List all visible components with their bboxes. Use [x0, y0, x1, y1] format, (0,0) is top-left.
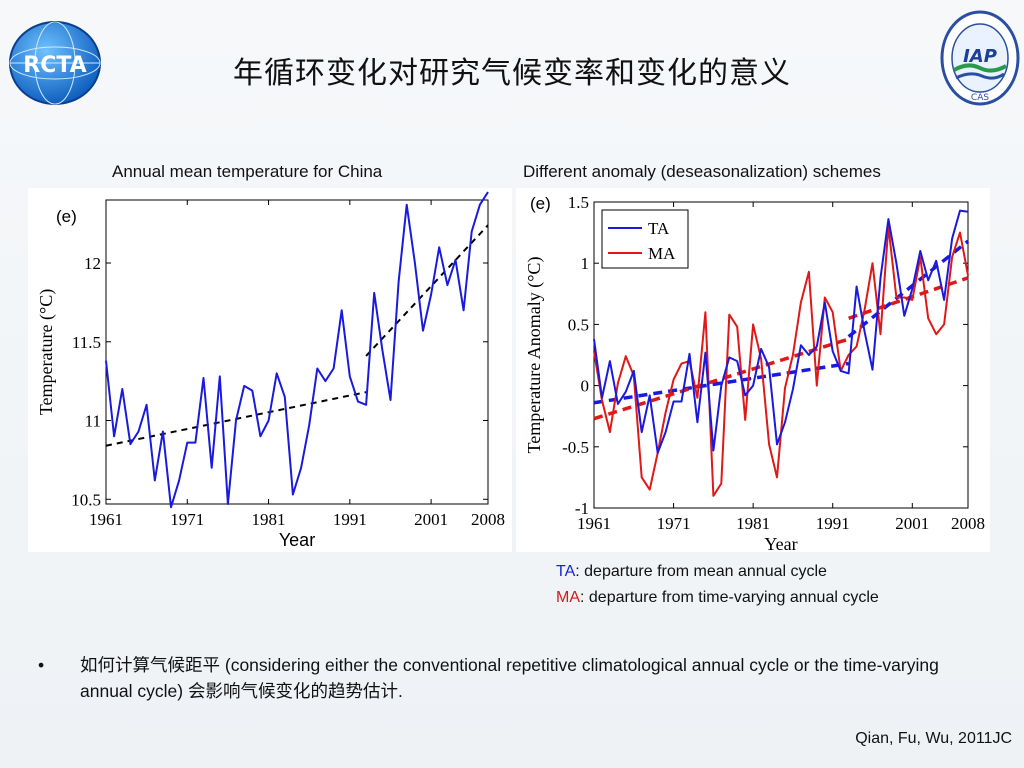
y-tick-label: -0.5 — [562, 438, 589, 457]
x-tick-label: 2001 — [895, 514, 929, 533]
x-tick-label: 2008 — [951, 514, 985, 533]
slide-title: 年循环变化对研究气候变率和变化的意义 — [233, 56, 791, 91]
x-tick-label: 1981 — [252, 510, 286, 529]
iap-logo-text: IAP — [963, 46, 997, 67]
x-tick-label: 1971 — [170, 510, 204, 529]
panel-label: (e) — [530, 194, 551, 213]
legend-box — [601, 209, 689, 269]
y-tick-label: 11 — [85, 412, 101, 431]
y-tick-label: 11.5 — [72, 333, 101, 352]
y-tick-label: 12 — [84, 254, 101, 273]
series-line-temperature — [105, 191, 489, 509]
y-tick-label: 10.5 — [71, 490, 101, 509]
right-anomaly-chart: 1961 1971 1981 1991 2001 2008 -1 -0.5 0 0.5 1 1.5 Ye… — [524, 193, 985, 554]
series-line-ta — [593, 209, 969, 454]
bullet-marker: • — [38, 655, 45, 675]
y-tick-label: -1 — [575, 499, 589, 518]
left-chart-subtitle: Annual mean temperature for China — [112, 162, 383, 181]
x-tick-label: 1961 — [577, 514, 611, 533]
trend-line — [847, 239, 970, 339]
legend-label-ta: TA — [648, 219, 670, 238]
panel-label: (e) — [56, 207, 77, 226]
ta-term: TA — [556, 563, 576, 580]
y-tick-label: 0 — [581, 377, 590, 396]
rcta-logo-text: RCTA — [23, 53, 86, 78]
citation: Qian, Fu, Wu, 2011JC — [855, 730, 1012, 747]
x-axis-label: Year — [764, 534, 797, 552]
left-temperature-chart: 1961 1971 1981 1991 2001 2008 10.5 11 11.5 12 Year… — [36, 191, 505, 550]
x-tick-label: 1991 — [816, 514, 850, 533]
y-axis-label: Temperature (°C) — [36, 289, 57, 415]
x-tick-label: 1971 — [657, 514, 691, 533]
right-chart-panel: 1961 1971 1981 1991 2001 2008 -1 -0.5 0 0.5 1 1.5 Ye… — [516, 188, 990, 554]
y-tick-label: 1 — [581, 254, 590, 273]
x-tick-label: 2008 — [471, 510, 505, 529]
right-chart-subtitle: Different anomaly (deseasonalization) sc… — [523, 162, 881, 181]
x-axis-label: Year — [279, 530, 315, 550]
ma-definition-text: : departure from time-varying annual cyc… — [580, 589, 879, 606]
iap-logo-ring-text: CAS — [971, 93, 989, 103]
x-tick-label: 2001 — [414, 510, 448, 529]
x-tick-label: 1991 — [333, 510, 367, 529]
ma-term: MA — [556, 589, 580, 606]
x-tick-label: 1981 — [736, 514, 770, 533]
y-tick-label: 1.5 — [568, 193, 589, 212]
ma-definition: MA: departure from time-varying annual c… — [556, 589, 879, 607]
bullet-text: 如何计算气候距平 (considering either the convent… — [80, 655, 939, 701]
x-tick-label: 1961 — [89, 510, 123, 529]
left-chart-panel: 1961 1971 1981 1991 2001 2008 10.5 11 11.5 12 Year… — [28, 188, 512, 552]
ta-definition-text: : departure from mean annual cycle — [575, 563, 827, 580]
y-axis-label: Temperature Anomaly (°C) — [524, 257, 545, 454]
plot-frame — [105, 199, 489, 505]
iap-logo: IAP CAS — [940, 8, 1020, 108]
y-tick-label: 0.5 — [568, 315, 589, 334]
legend-label-ma: MA — [648, 244, 676, 263]
trend-line — [365, 224, 489, 357]
rcta-logo: RCTA — [8, 16, 102, 110]
ta-definition: TA: departure from mean annual cycle — [556, 563, 827, 581]
